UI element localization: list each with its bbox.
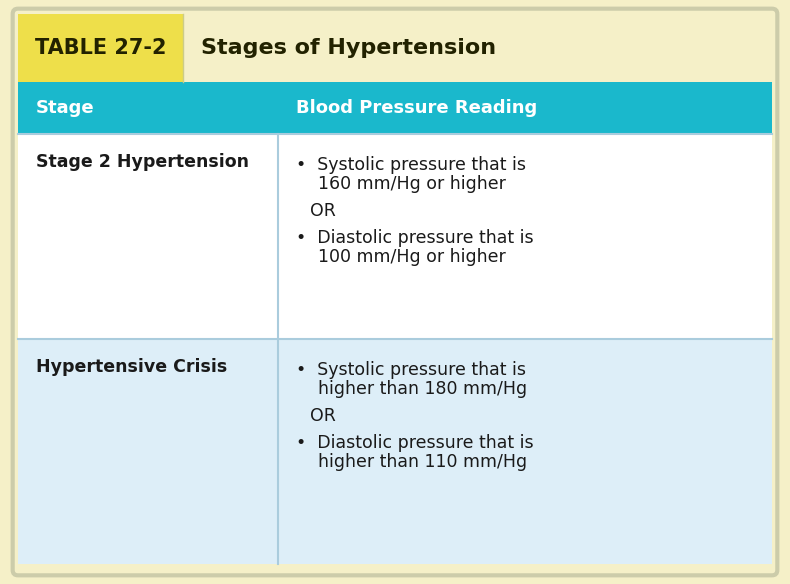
FancyBboxPatch shape	[18, 14, 183, 82]
Text: OR: OR	[310, 407, 336, 425]
Bar	[183, 14, 772, 82]
Text: •  Diastolic pressure that is: • Diastolic pressure that is	[296, 229, 533, 247]
FancyBboxPatch shape	[12, 8, 778, 576]
Text: Stage: Stage	[36, 99, 95, 117]
Text: TABLE 27-2: TABLE 27-2	[35, 38, 166, 58]
Text: Stages of Hypertension: Stages of Hypertension	[201, 38, 496, 58]
Text: •  Diastolic pressure that is: • Diastolic pressure that is	[296, 434, 533, 452]
Text: Blood Pressure Reading: Blood Pressure Reading	[296, 99, 537, 117]
Text: OR: OR	[310, 202, 336, 220]
Text: •  Systolic pressure that is: • Systolic pressure that is	[296, 361, 526, 379]
Bar	[18, 82, 772, 134]
Text: Stage 2 Hypertension: Stage 2 Hypertension	[36, 153, 249, 171]
Bar	[18, 14, 183, 82]
Text: 100 mm/Hg or higher: 100 mm/Hg or higher	[296, 248, 506, 266]
Text: Hypertensive Crisis: Hypertensive Crisis	[36, 358, 228, 376]
Text: •  Systolic pressure that is: • Systolic pressure that is	[296, 156, 526, 174]
Bar	[18, 339, 772, 564]
Text: 160 mm/Hg or higher: 160 mm/Hg or higher	[296, 175, 506, 193]
Text: higher than 180 mm/Hg: higher than 180 mm/Hg	[296, 380, 527, 398]
Text: higher than 110 mm/Hg: higher than 110 mm/Hg	[296, 453, 527, 471]
Bar	[18, 134, 772, 339]
